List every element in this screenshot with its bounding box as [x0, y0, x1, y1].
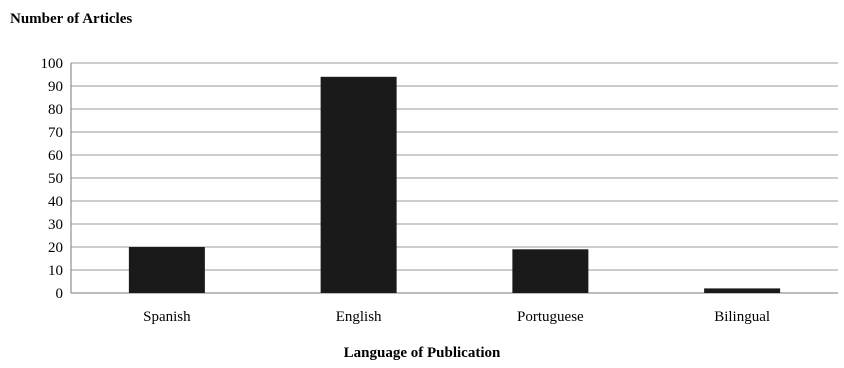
- y-tick-label-80: 80: [48, 102, 63, 118]
- y-tick-label-100: 100: [41, 56, 64, 72]
- y-tick-label-0: 0: [56, 286, 64, 302]
- y-tick-label-30: 30: [48, 217, 63, 233]
- y-tick-label-70: 70: [48, 125, 63, 141]
- y-tick-label-90: 90: [48, 79, 63, 95]
- x-tick-label-bilingual: Bilingual: [714, 309, 770, 325]
- y-tick-label-40: 40: [48, 194, 63, 210]
- y-tick-label-20: 20: [48, 240, 63, 256]
- x-tick-label-english: English: [336, 309, 382, 325]
- bar-english: [320, 76, 397, 293]
- bar-spanish: [128, 247, 205, 293]
- y-axis-title: Number of Articles: [10, 11, 133, 27]
- bar-portuguese: [512, 249, 589, 293]
- y-tick-label-50: 50: [48, 171, 63, 187]
- y-tick-label-60: 60: [48, 148, 63, 164]
- x-axis-title: Language of Publication: [343, 345, 501, 361]
- x-tick-label-spanish: Spanish: [143, 309, 191, 325]
- bar-bilingual: [704, 288, 781, 293]
- x-tick-label-portuguese: Portuguese: [517, 309, 584, 325]
- y-tick-label-10: 10: [48, 263, 63, 279]
